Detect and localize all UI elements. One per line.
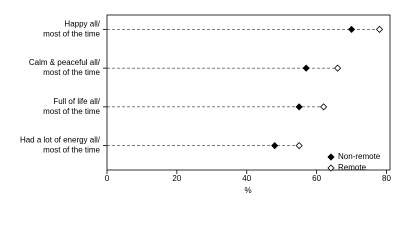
y-tick-label: Full of life all/ bbox=[53, 97, 100, 106]
x-tick-label: 80 bbox=[382, 174, 391, 183]
legend-label: Non-remote bbox=[338, 152, 381, 161]
dot bbox=[295, 103, 303, 111]
legend-marker bbox=[327, 153, 335, 161]
y-tick-label: Calm & peaceful all/ bbox=[29, 58, 101, 67]
y-tick-label: most of the time bbox=[43, 68, 100, 77]
plot-frame bbox=[106, 14, 391, 171]
legend-label: Remote bbox=[338, 163, 367, 172]
dot bbox=[320, 103, 328, 111]
dot bbox=[295, 142, 303, 150]
x-tick-label: 20 bbox=[172, 174, 181, 183]
y-tick-label: Had a lot of energy all/ bbox=[20, 136, 101, 145]
x-tick-label: 0 bbox=[105, 174, 110, 183]
y-tick-label: most of the time bbox=[43, 146, 100, 155]
dot bbox=[348, 25, 356, 33]
x-tick-label: 40 bbox=[242, 174, 251, 183]
dot bbox=[375, 25, 384, 33]
legend-marker bbox=[327, 164, 335, 172]
dot bbox=[271, 142, 279, 150]
y-tick-label: most of the time bbox=[43, 29, 100, 38]
dot bbox=[334, 64, 342, 72]
x-tick-label: 60 bbox=[312, 174, 321, 183]
x-axis-label: % bbox=[244, 186, 251, 195]
dot bbox=[302, 64, 310, 72]
y-tick-label: most of the time bbox=[43, 107, 100, 116]
y-tick-label: Happy all/ bbox=[64, 19, 100, 28]
